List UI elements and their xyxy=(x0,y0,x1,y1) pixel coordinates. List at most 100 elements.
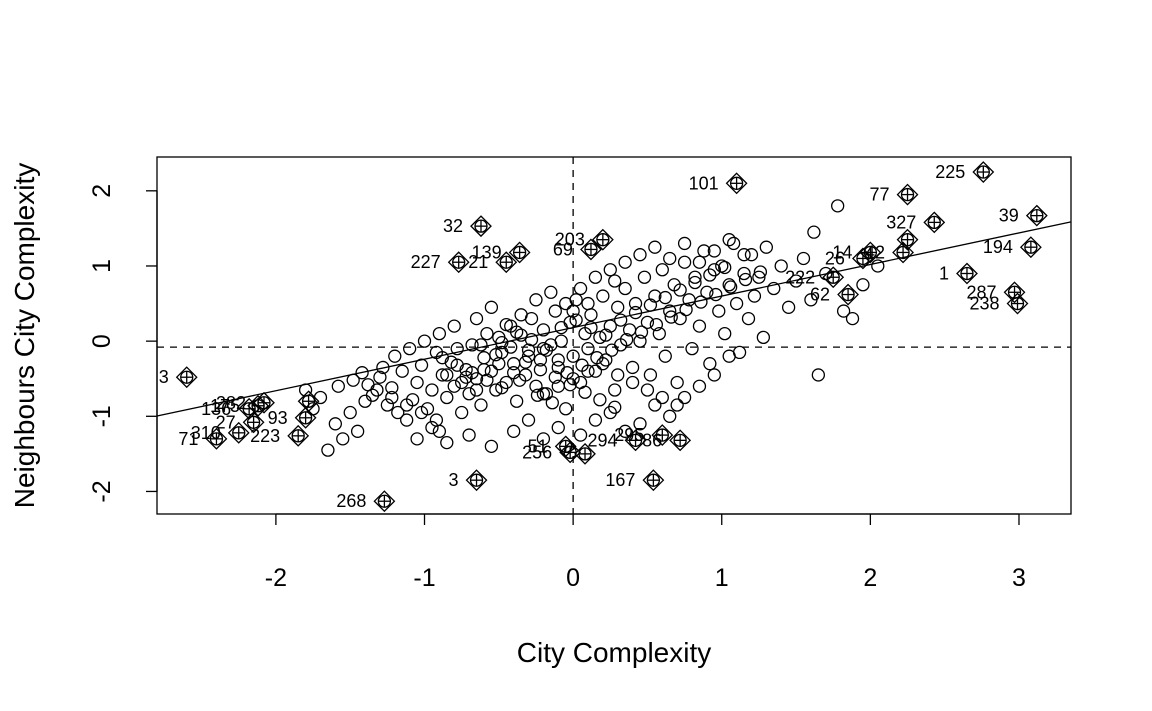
data-point xyxy=(524,332,539,347)
point-label: 3 xyxy=(159,367,169,387)
influential-point-diamond xyxy=(591,228,614,251)
point-label: 51 xyxy=(528,436,548,456)
influential-point-diamond xyxy=(508,241,531,264)
influential-point-diamond xyxy=(227,421,250,444)
influential-point-diamond xyxy=(495,251,518,274)
data-point xyxy=(685,342,699,356)
data-point xyxy=(722,233,736,247)
data-point xyxy=(474,398,488,412)
data-point xyxy=(664,310,678,324)
data-point xyxy=(744,248,759,262)
y-tick-label: 2 xyxy=(88,184,116,198)
influential-point: 77 xyxy=(869,183,919,206)
data-point xyxy=(440,390,454,405)
data-point xyxy=(469,311,484,326)
point-label: 69 xyxy=(553,239,573,259)
influential-point-diamond xyxy=(559,441,582,464)
data-point xyxy=(611,300,625,314)
data-point xyxy=(495,381,509,395)
point-label: 26 xyxy=(825,248,845,268)
influential-point-diamond xyxy=(896,183,919,206)
influential-point-diamond xyxy=(465,469,488,492)
data-point xyxy=(709,287,723,302)
data-point xyxy=(469,383,484,397)
data-point xyxy=(618,255,632,269)
influential-point: 238 xyxy=(969,292,1029,315)
x-tick-label: 0 xyxy=(566,564,580,592)
data-point xyxy=(544,285,558,299)
data-point xyxy=(484,300,499,314)
data-point xyxy=(625,375,640,390)
data-point xyxy=(643,298,658,312)
data-point xyxy=(804,293,818,307)
data-point xyxy=(670,398,684,412)
data-point xyxy=(581,296,595,311)
data-point xyxy=(566,372,580,386)
data-point xyxy=(670,375,684,390)
data-point xyxy=(551,353,565,367)
data-point xyxy=(551,420,565,435)
data-point xyxy=(417,334,432,348)
data-point xyxy=(414,358,429,372)
data-point xyxy=(655,263,669,277)
data-point xyxy=(599,328,613,342)
data-point xyxy=(410,432,424,446)
influential-point-diamond xyxy=(175,366,198,389)
influential-point-diamond xyxy=(725,172,748,195)
data-point xyxy=(581,342,595,356)
data-point xyxy=(593,330,607,345)
point-label: 282 xyxy=(216,393,246,413)
influential-point-diamond xyxy=(242,411,265,434)
data-point xyxy=(619,332,634,347)
data-point xyxy=(831,199,845,213)
data-point xyxy=(703,268,717,282)
data-point xyxy=(489,348,503,362)
data-point xyxy=(588,270,603,284)
data-point xyxy=(548,304,562,318)
influential-point: 51 xyxy=(528,435,577,458)
data-point xyxy=(633,417,647,431)
data-point xyxy=(767,281,781,296)
data-point xyxy=(465,366,479,380)
y-tick-label: -1 xyxy=(88,405,116,427)
data-point xyxy=(618,424,632,438)
influential-point: 223 xyxy=(250,424,310,447)
data-point xyxy=(663,304,677,318)
point-label: 225 xyxy=(935,162,965,182)
data-point xyxy=(358,394,372,408)
data-point xyxy=(836,304,851,318)
point-label: 327 xyxy=(886,212,916,232)
data-point xyxy=(759,240,773,254)
influential-point: 139 xyxy=(472,241,531,264)
influential-point-diamond xyxy=(624,429,647,452)
data-point xyxy=(605,343,619,357)
data-point xyxy=(692,379,707,393)
data-point xyxy=(495,335,509,350)
data-point xyxy=(440,368,454,382)
reference-lines xyxy=(157,157,1071,514)
labeled-points-layer: 3713101361752728222393268227322113935125… xyxy=(159,161,1048,513)
point-label: 222 xyxy=(785,267,815,287)
influential-point-diamond xyxy=(1006,292,1029,315)
data-point xyxy=(722,278,736,292)
data-point xyxy=(648,240,662,254)
influential-point-diamond xyxy=(297,390,320,413)
data-point xyxy=(628,305,643,320)
point-label: 3 xyxy=(449,470,459,490)
influential-point-diamond xyxy=(642,469,665,492)
data-point xyxy=(450,342,464,356)
data-point xyxy=(548,370,562,384)
influential-point: 225 xyxy=(935,161,995,183)
data-point xyxy=(584,308,598,322)
data-point xyxy=(625,360,640,375)
point-label: 27 xyxy=(216,412,236,432)
data-point xyxy=(455,375,469,390)
data-point xyxy=(462,428,476,442)
data-point xyxy=(614,313,628,327)
influential-point: 1 xyxy=(939,262,978,285)
influential-point: 175 xyxy=(210,394,269,417)
data-point xyxy=(722,349,736,363)
data-point xyxy=(608,383,622,397)
data-point xyxy=(343,405,357,420)
influential-point-diamond xyxy=(580,238,602,261)
